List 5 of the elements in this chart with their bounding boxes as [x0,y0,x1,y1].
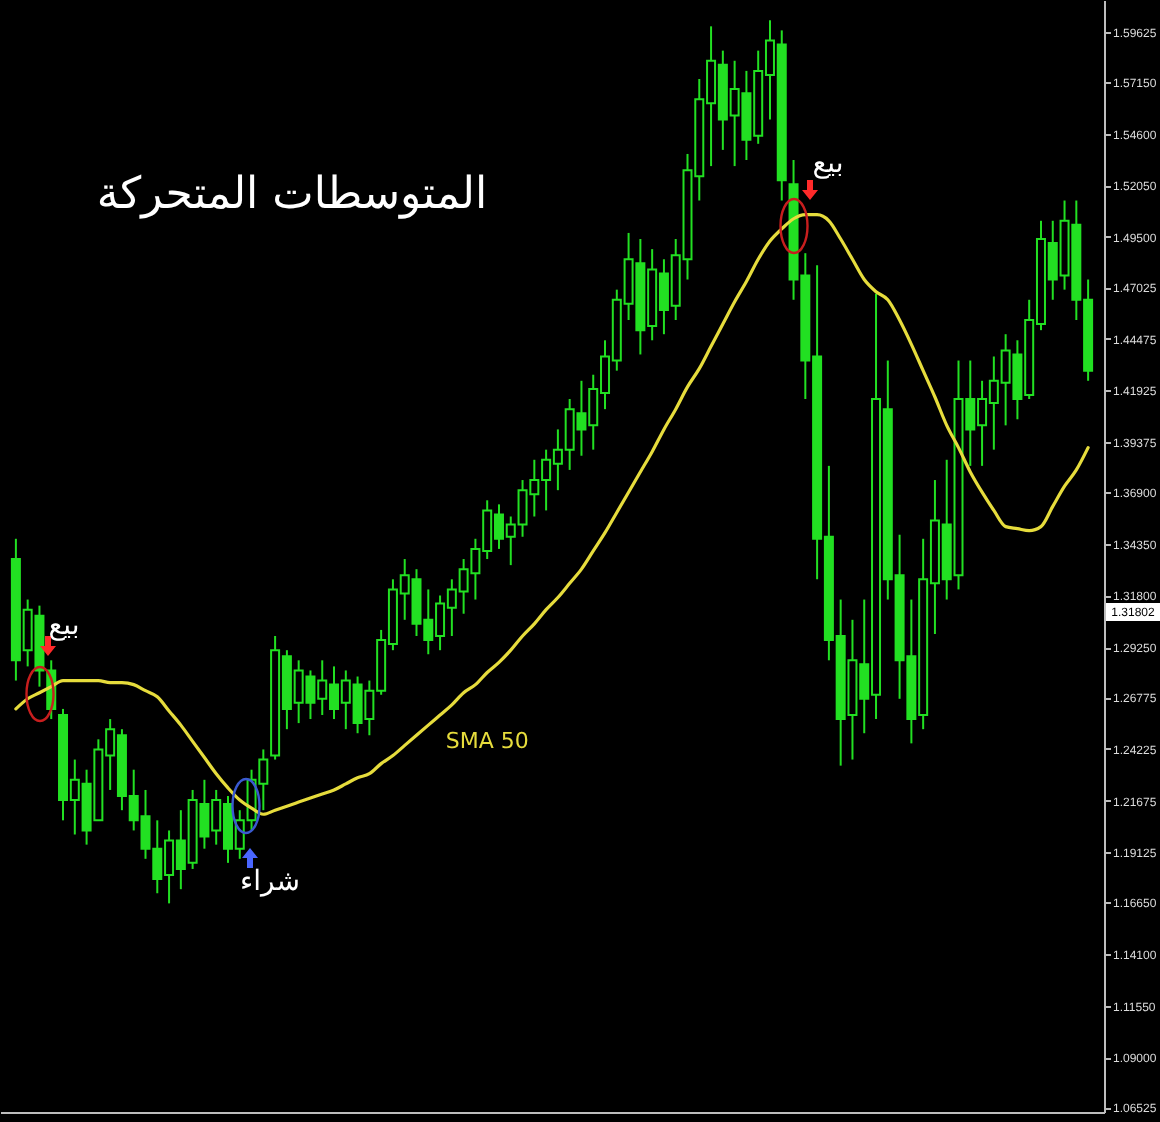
annotation: بيع [48,610,80,642]
annotation: شراء [240,866,300,898]
annotation: بيع [812,148,844,180]
text: المتوسطات المتحركة [96,170,488,220]
series-label: SMA 50 [445,728,529,755]
